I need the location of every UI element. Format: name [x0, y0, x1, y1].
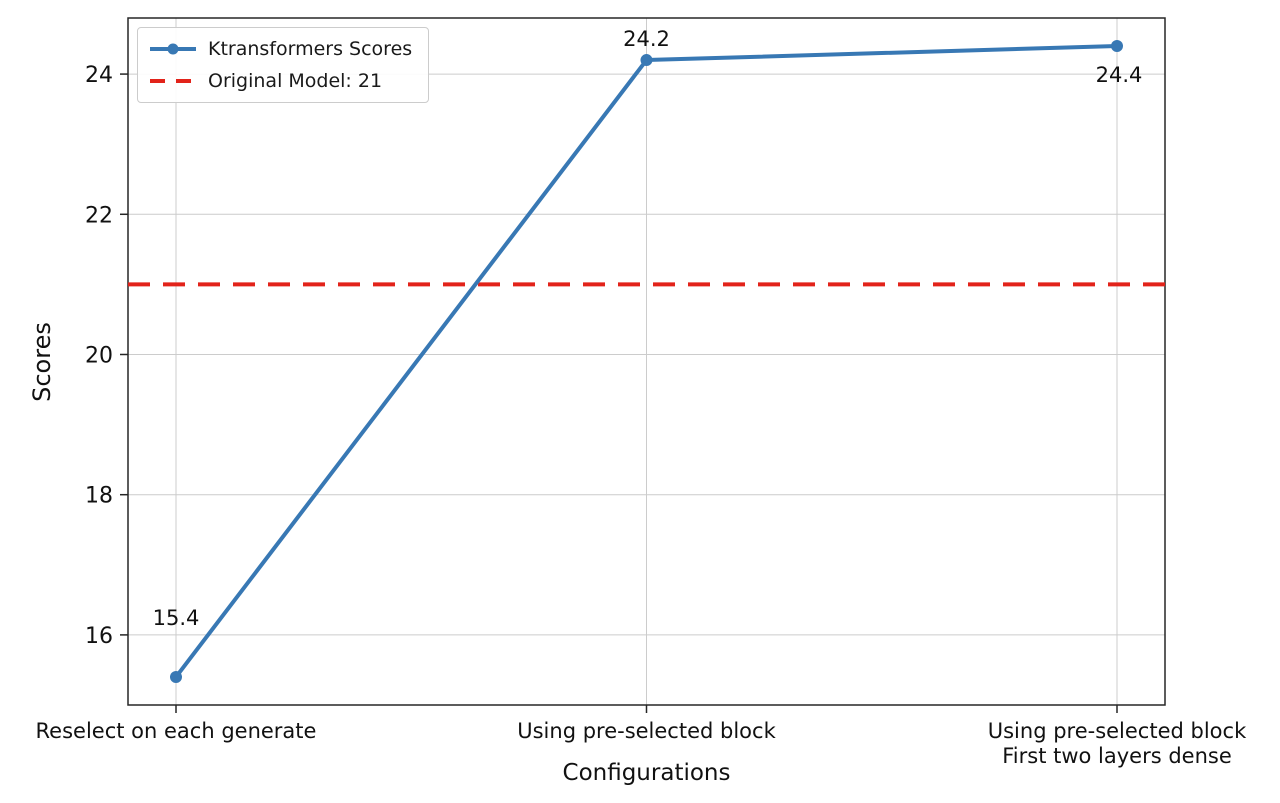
svg-text:24.4: 24.4 — [1096, 63, 1143, 87]
svg-text:18: 18 — [85, 484, 113, 509]
legend-item-series: Ktransformers Scores — [150, 38, 412, 60]
series-line-sample — [150, 43, 196, 55]
svg-text:24: 24 — [85, 63, 113, 88]
svg-text:Reselect on each generate: Reselect on each generate — [36, 719, 317, 743]
legend-item-reference: Original Model: 21 — [150, 70, 412, 92]
x-axis-label: Configurations — [562, 760, 731, 786]
svg-text:24.2: 24.2 — [623, 27, 670, 51]
series-marker-icon — [167, 43, 179, 55]
legend-label-series: Ktransformers Scores — [208, 38, 413, 60]
svg-text:20: 20 — [85, 343, 113, 368]
svg-text:15.4: 15.4 — [153, 606, 200, 630]
svg-text:Using pre-selected block: Using pre-selected block — [517, 719, 776, 743]
y-axis-label: Scores — [28, 322, 56, 402]
svg-text:16: 16 — [85, 624, 113, 649]
svg-text:22: 22 — [85, 203, 113, 228]
legend-label-reference: Original Model: 21 — [208, 70, 383, 92]
legend: Ktransformers Scores Original Model: 21 — [137, 27, 430, 103]
reference-dash-sample — [150, 79, 196, 83]
